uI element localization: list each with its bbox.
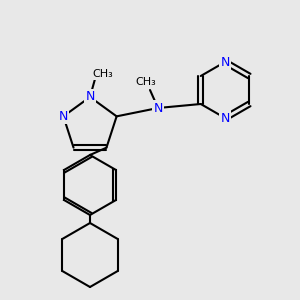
Text: N: N <box>85 91 95 103</box>
Text: N: N <box>220 112 230 124</box>
Text: N: N <box>153 101 163 115</box>
Text: CH₃: CH₃ <box>136 77 156 87</box>
Text: N: N <box>59 110 68 123</box>
Text: CH₃: CH₃ <box>93 69 113 79</box>
Text: N: N <box>220 56 230 68</box>
